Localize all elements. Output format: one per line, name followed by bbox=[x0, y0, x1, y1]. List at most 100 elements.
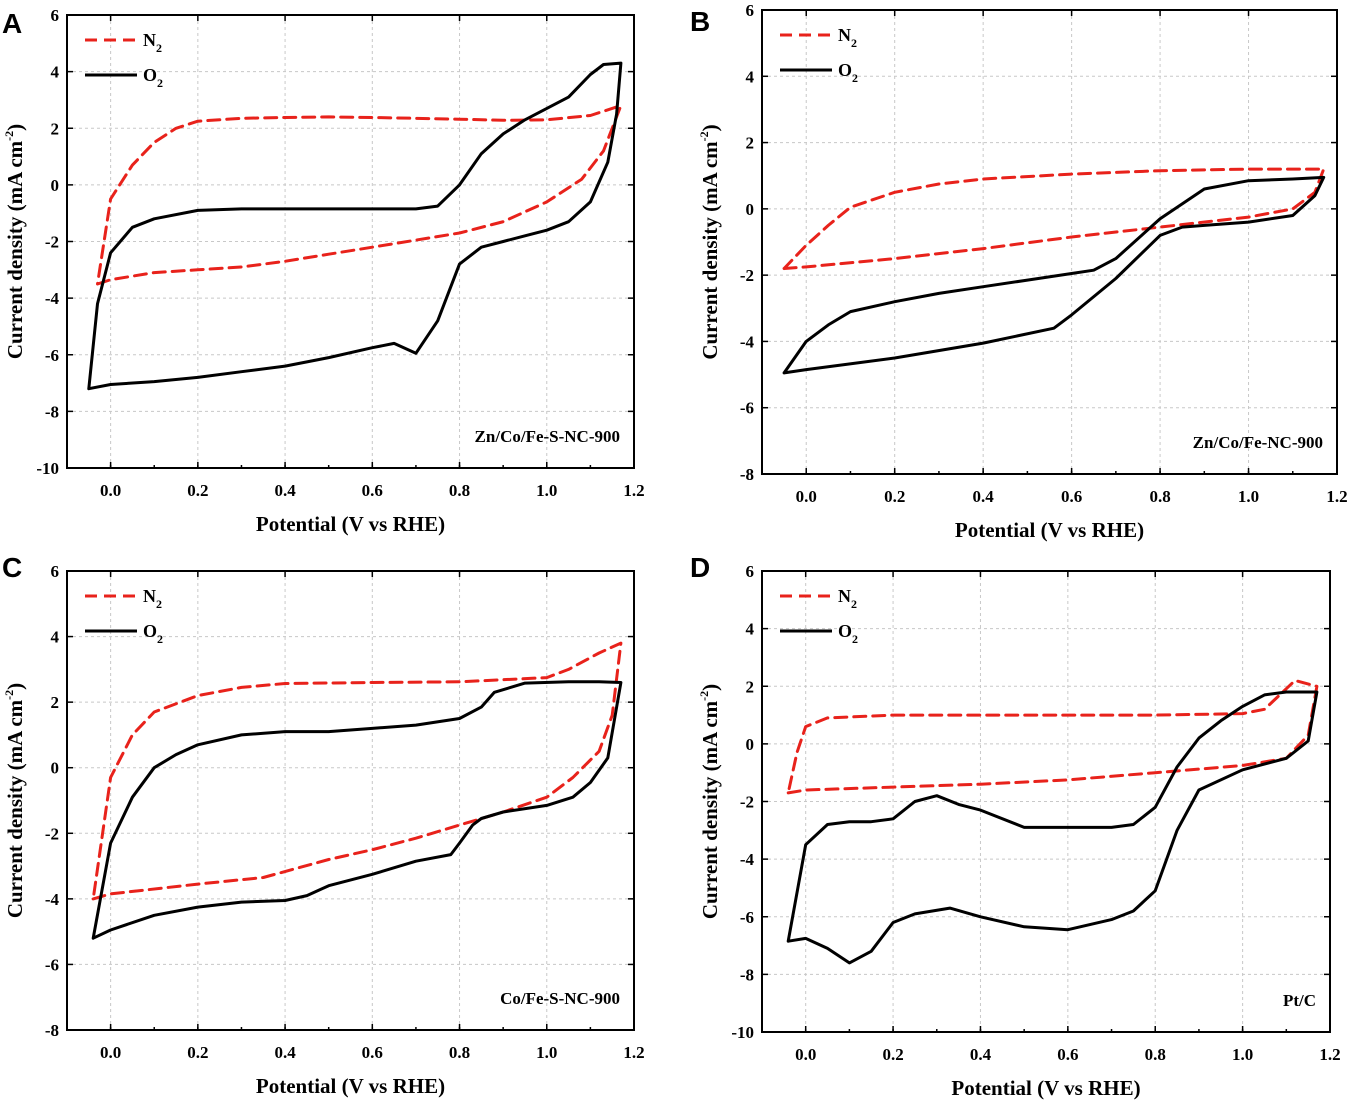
series-line-n2 bbox=[96, 104, 623, 286]
series-line-o2 bbox=[87, 61, 623, 391]
y-tick-label: 4 bbox=[51, 63, 60, 82]
x-tick-label: 1.2 bbox=[623, 1043, 644, 1062]
legend-label: O2 bbox=[143, 621, 163, 646]
x-tick-label: 0.8 bbox=[1145, 1045, 1166, 1064]
panel-letter: C bbox=[2, 552, 22, 583]
y-axis-title-end: ) bbox=[3, 124, 27, 131]
x-tick-label: 0.8 bbox=[449, 1043, 470, 1062]
y-tick-label: 6 bbox=[51, 562, 60, 581]
y-tick-label: 2 bbox=[51, 693, 60, 712]
x-tick-label: 0.6 bbox=[362, 481, 383, 500]
y-tick-label: -4 bbox=[45, 289, 60, 308]
y-tick-label: 2 bbox=[746, 677, 755, 696]
y-tick-label: -2 bbox=[740, 266, 754, 285]
legend-label-sub: 2 bbox=[157, 76, 163, 90]
y-axis-title: Current density (mA cm-2) bbox=[697, 684, 722, 919]
legend-label-name: N bbox=[143, 30, 156, 50]
x-tick-label: 1.2 bbox=[623, 481, 644, 500]
y-tick-label: 4 bbox=[51, 628, 60, 647]
y-axis-title-sup: -2 bbox=[697, 131, 711, 141]
y-tick-label: 4 bbox=[746, 67, 755, 86]
y-axis-title-sup: -2 bbox=[697, 691, 711, 701]
y-axis-title-end: ) bbox=[698, 684, 722, 691]
legend-label-sub: 2 bbox=[157, 632, 163, 646]
x-axis-title: Potential (V vs RHE) bbox=[256, 1074, 445, 1098]
y-tick-label: 6 bbox=[746, 1, 755, 20]
x-tick-label: 0.0 bbox=[796, 487, 817, 506]
x-axis-title: Potential (V vs RHE) bbox=[256, 512, 445, 536]
y-tick-label: 4 bbox=[746, 620, 755, 639]
x-tick-label: 1.2 bbox=[1319, 1045, 1340, 1064]
sample-annotation: Zn/Co/Fe-NC-900 bbox=[1193, 433, 1323, 452]
y-axis-title-end: ) bbox=[698, 124, 722, 131]
legend-label: O2 bbox=[838, 621, 858, 646]
y-tick-label: 0 bbox=[51, 759, 60, 778]
y-tick-label: -2 bbox=[45, 824, 59, 843]
x-tick-label: 1.0 bbox=[1238, 487, 1259, 506]
y-tick-label: -2 bbox=[740, 793, 754, 812]
y-tick-label: -10 bbox=[731, 1023, 754, 1042]
y-tick-label: 2 bbox=[51, 119, 60, 138]
legend-label: N2 bbox=[143, 586, 162, 611]
y-axis-title-main: Current density (mA cm bbox=[3, 699, 27, 918]
x-tick-label: 0.0 bbox=[795, 1045, 816, 1064]
y-tick-label: 0 bbox=[51, 176, 60, 195]
legend-label-name: N bbox=[838, 25, 851, 45]
y-axis-title: Current density (mA cm-2) bbox=[2, 683, 27, 918]
legend-label-name: O bbox=[143, 65, 157, 85]
legend-label-name: O bbox=[838, 621, 852, 641]
y-tick-label: -4 bbox=[45, 890, 60, 909]
x-tick-label: 0.0 bbox=[100, 1043, 121, 1062]
plot-frame bbox=[66, 570, 635, 1031]
series-line-o2 bbox=[91, 680, 623, 940]
y-axis-title-main: Current density (mA cm bbox=[698, 700, 722, 919]
y-tick-label: 6 bbox=[746, 562, 755, 581]
x-tick-label: 0.4 bbox=[274, 1043, 296, 1062]
x-tick-label: 0.0 bbox=[100, 481, 121, 500]
series-line-n2 bbox=[786, 679, 1319, 795]
sample-annotation: Co/Fe-S-NC-900 bbox=[500, 989, 620, 1008]
y-tick-label: -6 bbox=[45, 955, 59, 974]
x-axis-title: Potential (V vs RHE) bbox=[951, 1076, 1140, 1100]
legend-label-name: N bbox=[838, 586, 851, 606]
y-tick-label: 2 bbox=[746, 134, 755, 153]
panel-a: A 0.0 0.2 0.4 0.6 0.8 1.0 1.2 -10 -8 -6 -4 -2 0 2 4 6 Pot… bbox=[2, 6, 645, 536]
series-line-n2 bbox=[782, 167, 1326, 270]
legend-label-sub: 2 bbox=[852, 71, 858, 85]
y-axis-title-main: Current density (mA cm bbox=[698, 141, 722, 360]
y-tick-label: -10 bbox=[36, 459, 59, 478]
panel-letter: B bbox=[690, 6, 710, 37]
y-tick-label: 0 bbox=[746, 735, 755, 754]
series-line-o2 bbox=[786, 690, 1319, 965]
legend-label: N2 bbox=[838, 25, 857, 50]
y-axis-title-main: Current density (mA cm bbox=[3, 140, 27, 359]
x-tick-label: 0.6 bbox=[362, 1043, 383, 1062]
plot-frame bbox=[761, 9, 1338, 475]
legend-label-sub: 2 bbox=[851, 597, 857, 611]
y-axis-title-sup: -2 bbox=[2, 690, 16, 700]
y-axis-title: Current density (mA cm-2) bbox=[697, 124, 722, 359]
y-tick-label: -2 bbox=[45, 233, 59, 252]
y-tick-label: -4 bbox=[740, 332, 755, 351]
legend-label-sub: 2 bbox=[851, 36, 857, 50]
series-line-n2 bbox=[91, 641, 623, 901]
legend-label-name: N bbox=[143, 586, 156, 606]
x-tick-label: 1.0 bbox=[536, 481, 557, 500]
y-tick-label: -8 bbox=[740, 965, 754, 984]
legend-label-sub: 2 bbox=[156, 597, 162, 611]
y-tick-label: -8 bbox=[45, 402, 59, 421]
x-tick-label: 0.6 bbox=[1057, 1045, 1078, 1064]
y-tick-label: -6 bbox=[740, 399, 754, 418]
y-axis-title-sup: -2 bbox=[2, 131, 16, 141]
x-tick-label: 0.2 bbox=[187, 1043, 208, 1062]
legend-label-name: O bbox=[143, 621, 157, 641]
legend-label-sub: 2 bbox=[156, 41, 162, 55]
y-tick-label: -4 bbox=[740, 850, 755, 869]
y-tick-label: 6 bbox=[51, 6, 60, 25]
y-tick-label: -8 bbox=[45, 1021, 59, 1040]
panel-letter: A bbox=[2, 8, 22, 39]
legend-label: N2 bbox=[143, 30, 162, 55]
x-tick-label: 0.6 bbox=[1061, 487, 1082, 506]
y-tick-label: 0 bbox=[746, 200, 755, 219]
